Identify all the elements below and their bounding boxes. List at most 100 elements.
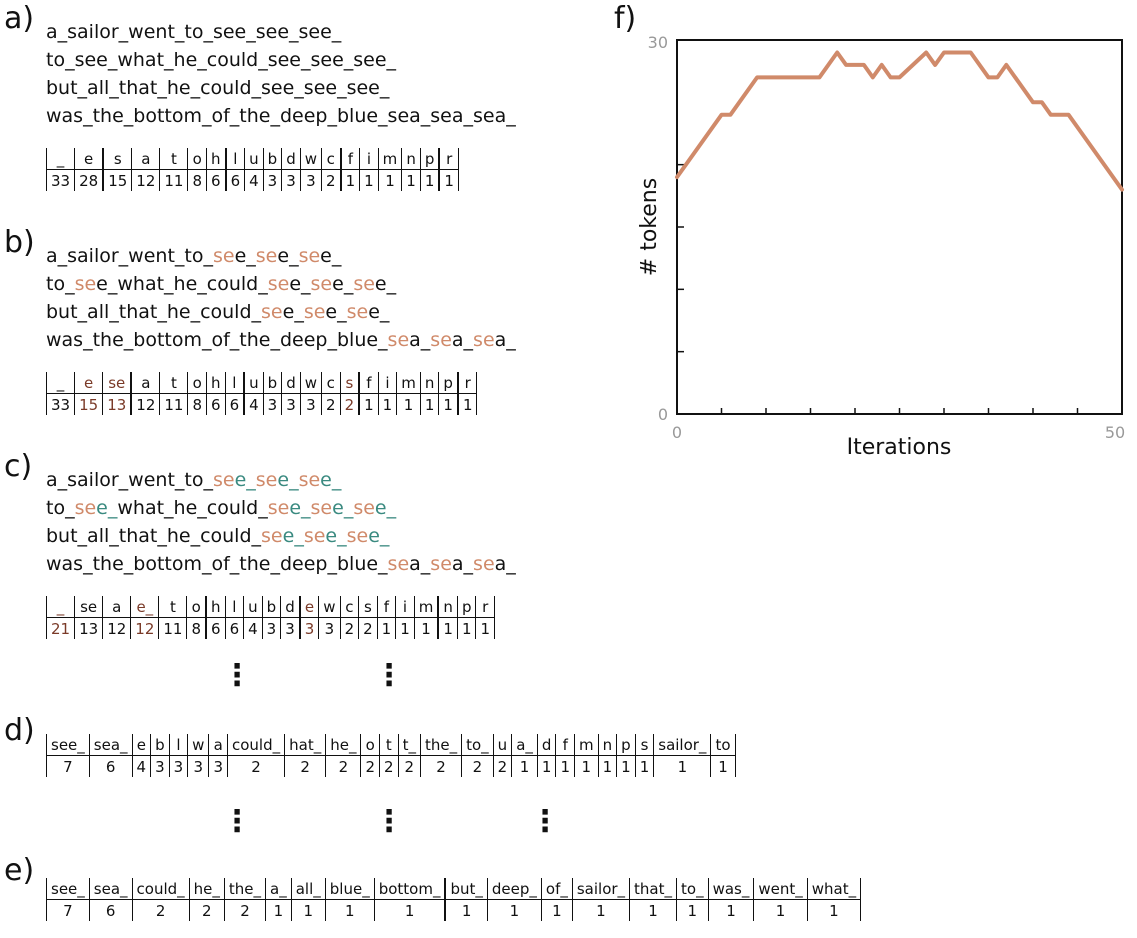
token-cell: h xyxy=(205,596,226,618)
token-cell: _ xyxy=(45,372,75,394)
count-cell: 12 xyxy=(131,169,160,191)
sentence-segment: was_the_bottom_of_the_deep_blue_ xyxy=(46,553,388,575)
series-line xyxy=(675,50,1124,192)
token-cell: h xyxy=(206,372,226,394)
sentence-segment: a_ xyxy=(451,553,474,575)
count-cell: 2 xyxy=(339,617,359,639)
y-tick-label-min: 0 xyxy=(658,405,668,424)
token-cell: f xyxy=(358,372,379,394)
sentence-segment: a_ xyxy=(451,329,474,351)
sentence-segment: e_ xyxy=(374,273,397,295)
count-cell: 3 xyxy=(298,617,319,639)
sentence-segment: e_ xyxy=(332,497,354,519)
token-cell: could_ xyxy=(226,734,285,756)
sentence-segment: a_ xyxy=(494,329,516,351)
count-cell: 3 xyxy=(299,169,322,191)
count-cell: 1 xyxy=(456,617,476,639)
token-cell: n xyxy=(597,734,617,756)
token-cell: b xyxy=(262,372,282,394)
count-cell: 1 xyxy=(413,617,439,639)
count-cell: 1 xyxy=(290,899,326,921)
count-cell: 1 xyxy=(377,169,402,191)
token-cell: o xyxy=(186,596,207,618)
x-tick-label-max: 50 xyxy=(1105,423,1125,442)
sentence-segment: se xyxy=(387,553,410,575)
token-cell: a xyxy=(208,734,228,756)
token-cell: m xyxy=(396,372,421,394)
sentence-line: but_all_that_he_could_see_see_see_ xyxy=(46,298,516,326)
token-cell: sea_ xyxy=(88,734,133,756)
token-cell: p xyxy=(438,372,458,394)
count-cell: 6 xyxy=(205,617,226,639)
ellipsis-5: ⋮ xyxy=(530,804,560,839)
token-cell: deep_ xyxy=(486,878,542,900)
y-tick-label-max: 30 xyxy=(648,33,668,52)
sentence-segment: e_ xyxy=(289,273,311,295)
token-cell: blue_ xyxy=(324,878,375,900)
token-cell: u xyxy=(492,734,512,756)
token-cell: all_ xyxy=(290,878,326,900)
sentence-segment: se xyxy=(387,329,410,351)
panel-label-d: d) xyxy=(4,713,35,748)
count-cell: 1 xyxy=(419,169,440,191)
token-cell: h xyxy=(206,148,226,170)
sentence-line: a_sailor_went_to_see_see_see_ xyxy=(46,466,516,494)
count-cell: 2 xyxy=(339,393,360,415)
count-cell: 1 xyxy=(475,617,496,639)
sentence-segment: e_ xyxy=(96,497,118,519)
token-cell: he_ xyxy=(325,734,361,756)
sentence-segment: se xyxy=(74,497,97,519)
token-cell: e xyxy=(74,148,104,170)
count-cell: 3 xyxy=(281,393,301,415)
token-cell: o xyxy=(360,734,380,756)
token-cell: t xyxy=(159,148,188,170)
count-cell: 1 xyxy=(456,393,478,415)
token-cell: t_ xyxy=(397,734,421,756)
count-cell: 1 xyxy=(438,169,459,191)
sentences-panel-b: a_sailor_went_to_see_see_see_ to_see_what… xyxy=(46,242,516,354)
count-cell: 1 xyxy=(395,617,415,639)
token-cell: n xyxy=(419,372,439,394)
sentence-segment: se xyxy=(353,497,375,519)
token-table-e: see_ sea_ could_ he_ the_ a_ all_ blue_ bottom_ b… xyxy=(46,878,862,921)
sentence-segment: a_sailor_went_to_ xyxy=(46,469,213,491)
token-cell: t xyxy=(159,372,188,394)
sentence-segment: se xyxy=(261,301,283,323)
count-cell: 8 xyxy=(187,169,207,191)
count-cell: 6 xyxy=(206,393,226,415)
ellipsis-4: ⋮ xyxy=(374,804,404,839)
sentence-segment: se xyxy=(346,301,369,323)
count-cell: 1 xyxy=(358,393,379,415)
count-cell: 8 xyxy=(187,393,207,415)
count-cell: 1 xyxy=(373,899,446,921)
token-cell: b xyxy=(262,148,282,170)
token-cell: n xyxy=(437,596,458,618)
sentence-segment: se xyxy=(298,245,321,267)
token-cell: s xyxy=(339,372,360,394)
count-cell: 1 xyxy=(555,755,575,777)
token-cell: l xyxy=(224,596,244,618)
token-cell: r xyxy=(475,596,496,618)
sentence-line: was_the_bottom_of_the_deep_blue_sea_sea_… xyxy=(46,326,516,354)
token-table-b: _ e se a t o h l u b d w c s f i m n p r 33 15 13 12 11 8 6 6 4 3 3 3 2 2… xyxy=(45,372,478,415)
panel-label-a: a) xyxy=(4,1,35,36)
count-cell: 1 xyxy=(540,899,573,921)
count-cell: 15 xyxy=(102,169,132,191)
token-cell: bottom_ xyxy=(373,878,446,900)
sentence-segment: se xyxy=(74,273,97,295)
count-cell: 1 xyxy=(511,755,538,777)
sentences-panel-a: a_sailor_went_to_see_see_see_ to_see_what… xyxy=(46,18,516,130)
count-cell: 33 xyxy=(45,169,75,191)
token-cell: w xyxy=(318,596,341,618)
token-cell: what_ xyxy=(806,878,862,900)
count-cell: 12 xyxy=(130,393,160,415)
count-cell: 1 xyxy=(437,617,458,639)
token-cell: f xyxy=(339,148,360,170)
count-cell: 1 xyxy=(753,899,808,921)
count-cell: 13 xyxy=(74,617,103,639)
sentence-line: to_see_what_he_could_see_see_see_ xyxy=(46,270,516,298)
count-cell: 1 xyxy=(573,755,599,777)
token-cell: to_ xyxy=(461,734,494,756)
count-cell: 1 xyxy=(571,899,630,921)
sentence-segment: e_ xyxy=(282,525,304,547)
